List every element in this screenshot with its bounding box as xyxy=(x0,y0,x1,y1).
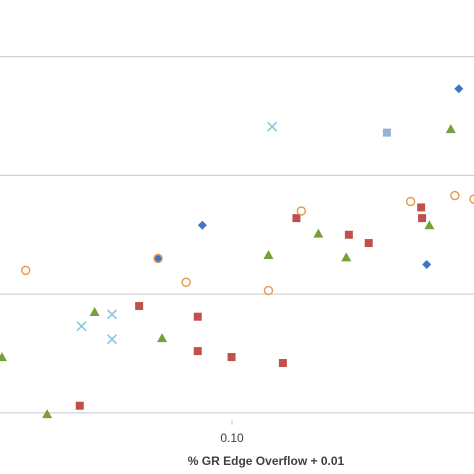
data-point-cross xyxy=(76,321,87,332)
data-point-square xyxy=(227,353,236,362)
data-point-triangle xyxy=(313,228,324,238)
data-point-square xyxy=(278,359,287,367)
x-axis-ticks: 0.10 xyxy=(220,420,244,445)
data-point-circle-open xyxy=(450,190,460,201)
data-point-triangle xyxy=(89,306,100,316)
data-point-cross xyxy=(106,309,118,320)
data-point-diamond xyxy=(422,259,432,269)
data-points xyxy=(0,84,474,419)
x-tick-label: 0.10 xyxy=(220,431,244,445)
data-point-diamond xyxy=(454,84,464,94)
data-point-triangle xyxy=(263,249,274,259)
data-point-square xyxy=(292,214,301,223)
data-point-circle-open xyxy=(181,277,191,287)
data-point-circle-open xyxy=(153,253,163,264)
data-point-triangle xyxy=(341,252,352,262)
data-point-square xyxy=(193,312,202,321)
data-point-square xyxy=(364,239,373,248)
gridlines xyxy=(0,56,474,414)
data-point-circle-open xyxy=(405,196,416,207)
data-point-cross xyxy=(106,334,118,345)
data-point-square xyxy=(193,347,202,356)
data-point-diamond xyxy=(197,220,207,230)
data-point-square xyxy=(75,401,84,410)
data-point-diamond xyxy=(153,254,163,263)
data-point-square xyxy=(382,128,391,137)
data-point-circle-open xyxy=(263,285,274,296)
data-point-circle-open xyxy=(21,265,31,276)
x-axis-title: % GR Edge Overflow + 0.01 xyxy=(188,454,345,468)
data-point-square xyxy=(417,203,426,212)
data-point-circle-open xyxy=(296,206,307,216)
data-point-triangle xyxy=(42,409,53,419)
data-point-square xyxy=(344,230,353,239)
data-point-triangle xyxy=(424,220,435,230)
data-point-square xyxy=(135,302,144,310)
data-point-triangle xyxy=(0,352,7,362)
data-point-circle-open xyxy=(469,194,474,204)
data-point-triangle xyxy=(445,124,456,134)
data-point-square xyxy=(418,214,427,223)
data-point-triangle xyxy=(157,333,168,343)
data-point-cross xyxy=(267,121,278,132)
